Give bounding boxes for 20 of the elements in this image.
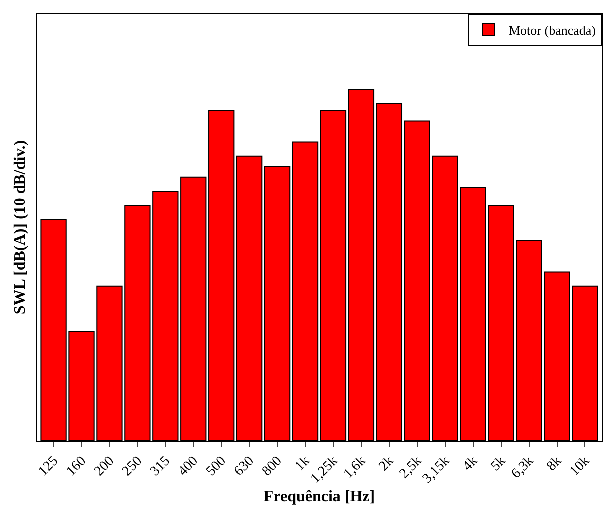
y-axis-title: SWL [dB(A)] (10 dB/div.) <box>12 140 29 315</box>
legend-label: Motor (bancada) <box>509 23 596 38</box>
x-tick-label: 1,6k <box>341 454 370 482</box>
x-tick-label: 500 <box>204 454 230 480</box>
x-tick-label: 160 <box>64 454 90 480</box>
x-tick-label: 800 <box>260 454 286 480</box>
x-tick-label: 5k <box>488 454 510 474</box>
x-tick-label: 1k <box>292 454 314 474</box>
x-tick-label: 10k <box>568 454 593 480</box>
x-axis-title: Frequência [Hz] <box>264 488 376 506</box>
x-tick-label: 4k <box>460 454 482 474</box>
x-tick-label: 8k <box>544 454 566 474</box>
x-tick-label: 6,3k <box>509 454 538 482</box>
x-tick-label: 200 <box>92 454 118 480</box>
x-tick-label: 630 <box>232 454 258 480</box>
x-tick-label: 125 <box>36 454 62 480</box>
x-tick-label: 2k <box>376 454 398 474</box>
x-tick-label: 250 <box>120 454 146 480</box>
x-tick-label: 315 <box>148 454 174 480</box>
x-tick-label: 400 <box>176 454 202 480</box>
